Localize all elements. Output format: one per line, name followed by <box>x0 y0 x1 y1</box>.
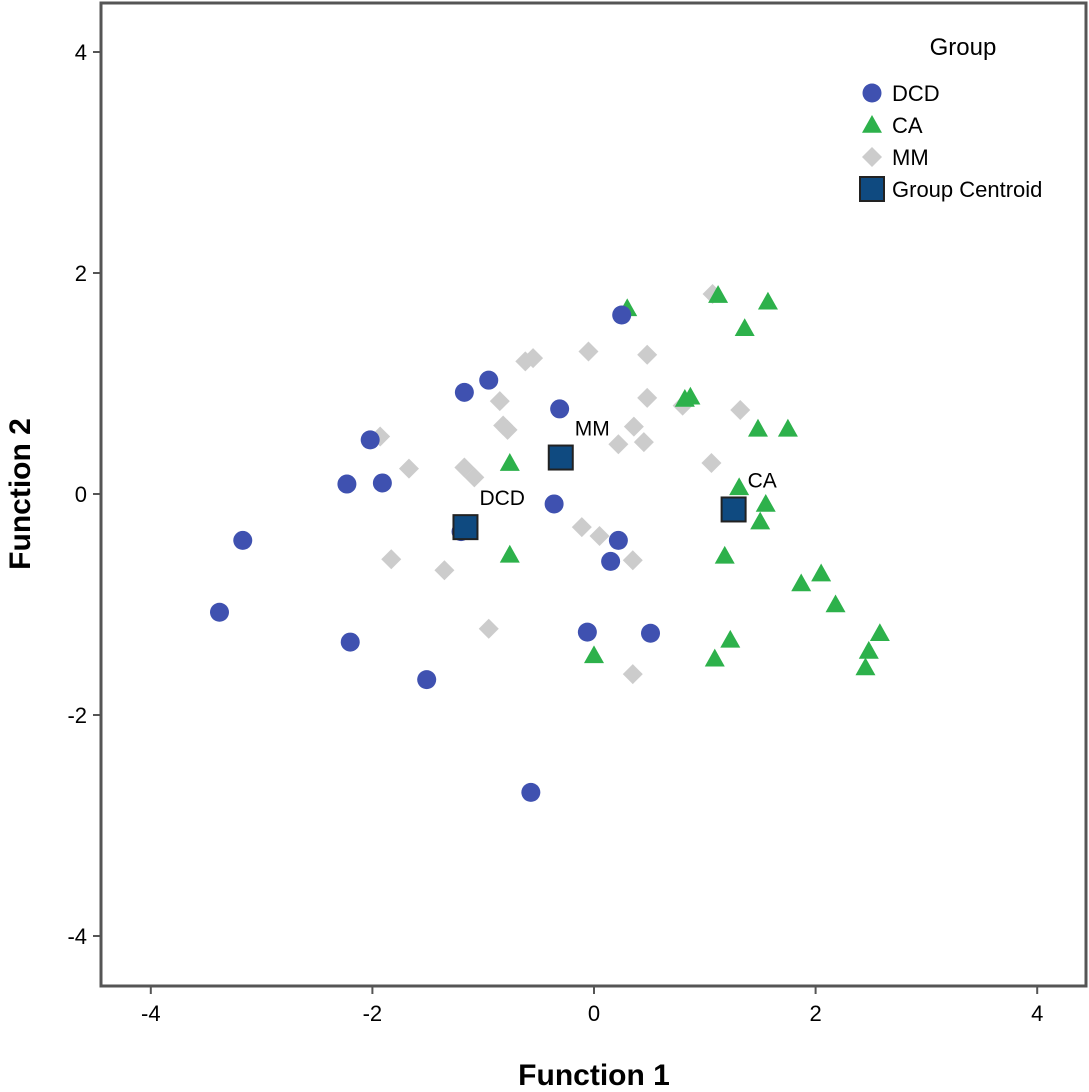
point-ca <box>750 511 771 530</box>
point-ca <box>747 418 768 437</box>
point-dcd <box>521 782 541 802</box>
legend-label-group-centroid: Group Centroid <box>892 177 1042 202</box>
legend: Group DCD CA MM Group Centroid <box>859 34 1042 202</box>
point-mm <box>608 434 629 455</box>
point-dcd <box>372 473 392 493</box>
point-dcd <box>337 474 357 494</box>
point-dcd <box>454 382 474 402</box>
point-dcd <box>601 551 621 571</box>
point-mm <box>497 419 518 440</box>
legend-label-ca: CA <box>892 113 923 138</box>
point-ca <box>757 291 778 310</box>
point-ca <box>825 594 846 613</box>
point-mm <box>398 458 419 479</box>
legend-title: Group <box>930 34 997 61</box>
x-tick-label: 2 <box>809 1001 821 1026</box>
legend-label-mm: MM <box>892 145 929 170</box>
point-dcd <box>340 632 360 652</box>
point-ca <box>584 645 604 664</box>
point-mm <box>478 618 499 639</box>
legend-marker-ca <box>862 115 882 133</box>
point-mm <box>622 664 643 685</box>
y-tick-label: 0 <box>75 482 87 507</box>
point-ca <box>729 477 750 496</box>
group-centroids: DCD MM CA <box>452 418 777 541</box>
point-mm <box>523 348 544 369</box>
point-mm <box>701 453 722 474</box>
point-mm <box>589 525 610 546</box>
y-tick-label: -2 <box>67 703 87 728</box>
point-mm <box>381 549 402 570</box>
point-ca <box>869 623 890 642</box>
point-mm <box>637 344 658 365</box>
point-ca <box>720 629 741 648</box>
centroid-label-mm: MM <box>575 418 610 441</box>
point-dcd <box>209 602 229 622</box>
point-ca <box>777 418 798 437</box>
point-mm <box>571 517 592 538</box>
centroid-label-ca: CA <box>748 469 777 492</box>
point-dcd <box>550 399 570 419</box>
point-mm <box>730 400 751 421</box>
point-dcd <box>417 670 437 690</box>
legend-marker-mm <box>862 147 882 167</box>
x-axis-ticks: -4 -2 0 2 4 <box>141 986 1043 1026</box>
y-axis-ticks: -4 -2 0 2 4 <box>67 40 101 949</box>
x-tick-label: 4 <box>1031 1001 1043 1026</box>
x-axis-title: Function 1 <box>518 1059 670 1092</box>
y-tick-label: 4 <box>75 40 87 65</box>
point-ca <box>680 386 701 405</box>
point-ca <box>714 545 735 564</box>
centroid-mm <box>547 444 574 471</box>
point-mm <box>623 416 644 437</box>
legend-marker-dcd <box>862 83 882 103</box>
point-dcd <box>479 370 499 390</box>
point-dcd <box>360 430 380 450</box>
centroid-label-dcd: DCD <box>479 487 525 510</box>
centroid-ca <box>720 496 747 523</box>
y-axis-title: Function 2 <box>4 418 37 570</box>
point-dcd <box>233 530 253 550</box>
legend-marker-group-centroid <box>859 176 885 202</box>
point-ca <box>708 285 729 303</box>
point-dcd <box>608 530 628 550</box>
point-dcd <box>577 622 597 642</box>
plot-area-frame <box>99 1 1088 988</box>
point-mm <box>622 550 643 571</box>
point-mm <box>464 467 485 488</box>
data-points <box>209 283 890 802</box>
point-mm <box>633 432 654 453</box>
y-tick-label: -4 <box>67 924 87 949</box>
x-tick-label: -4 <box>141 1001 161 1026</box>
point-ca <box>499 544 520 563</box>
point-ca <box>734 318 755 337</box>
centroid-dcd <box>452 514 479 541</box>
point-ca <box>755 493 776 512</box>
point-dcd <box>641 623 661 643</box>
legend-label-dcd: DCD <box>892 81 940 106</box>
y-tick-label: 2 <box>75 261 87 286</box>
point-ca <box>791 573 812 592</box>
point-ca <box>499 453 520 471</box>
point-ca <box>811 563 832 582</box>
point-ca <box>858 640 879 659</box>
point-mm <box>637 387 658 408</box>
x-tick-label: 0 <box>588 1001 600 1026</box>
x-tick-label: -2 <box>363 1001 383 1026</box>
point-dcd <box>544 494 564 514</box>
point-ca <box>855 657 876 676</box>
point-mm <box>434 560 455 581</box>
point-mm <box>489 391 510 412</box>
point-ca <box>704 648 725 667</box>
point-dcd <box>612 305 632 325</box>
point-mm <box>578 341 599 362</box>
